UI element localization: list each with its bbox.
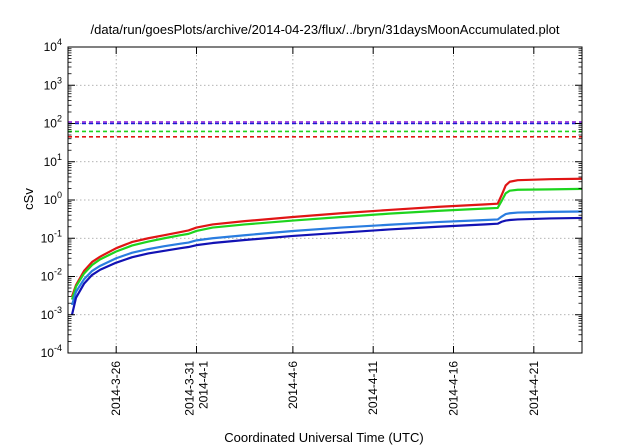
- chart-title: /data/run/goesPlots/archive/2014-04-23/f…: [91, 22, 560, 37]
- series-line: [70, 216, 583, 316]
- y-tick-label: 10-1: [41, 228, 62, 245]
- x-tick-label: 2014-3-26: [109, 361, 123, 416]
- x-tick-label: 2014-4-21: [527, 361, 541, 416]
- y-tick-label: 10-3: [41, 305, 62, 322]
- y-tick-label: 102: [44, 114, 62, 131]
- y-tick-label: 10-2: [41, 267, 62, 284]
- series-line: [70, 177, 583, 297]
- x-tick-label: 2014-4-11: [366, 361, 380, 415]
- threshold-lines: [68, 121, 582, 138]
- y-tick-label: 104: [44, 37, 62, 54]
- x-tick-label: 2014-4-1: [197, 361, 211, 409]
- y-axis: 10-4 10-3 10-2 10-1 100 101 102 103 104: [41, 37, 582, 360]
- series-line: [70, 210, 583, 306]
- x-tick-label: 2014-4-6: [286, 361, 300, 409]
- y-tick-label: 10-4: [41, 343, 62, 360]
- x-tick-label: 2014-3-31: [183, 361, 197, 416]
- series-lines: [70, 177, 583, 316]
- y-tick-label: 103: [44, 75, 62, 92]
- x-axis-title: Coordinated Universal Time (UTC): [224, 430, 423, 445]
- x-tick-label: 2014-4-16: [447, 361, 461, 416]
- grid: [68, 47, 582, 353]
- y-tick-label: 100: [44, 190, 62, 207]
- y-tick-label: 101: [44, 152, 62, 169]
- y-axis-title: cSv: [21, 188, 36, 210]
- x-axis: 2014-3-26 2014-3-31 2014-4-1 2014-4-6 2014-4…: [109, 47, 541, 416]
- series-line: [70, 187, 583, 300]
